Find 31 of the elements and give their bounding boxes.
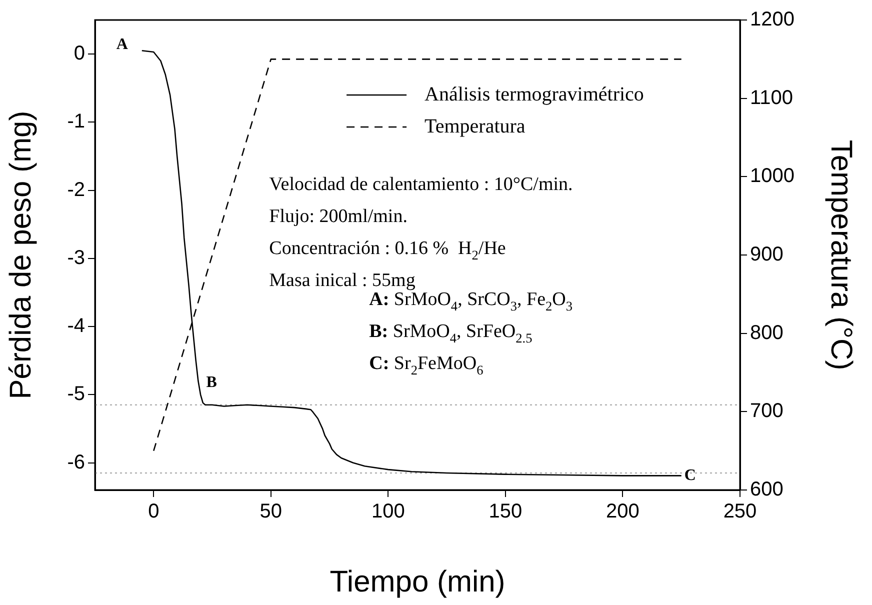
y2-tick-label: 700 — [750, 400, 784, 422]
y2-axis-title: Temperatura (°C) — [824, 140, 858, 370]
x-tick-label: 0 — [148, 500, 160, 523]
annotation: Velocidad de calentamiento : 10°C/min. — [269, 174, 573, 195]
legend-label: Temperatura — [424, 115, 526, 138]
y2-tick-label: 1200 — [750, 8, 794, 31]
y2-tick-label: 800 — [750, 322, 784, 344]
x-axis-title: Tiempo (min) — [330, 565, 506, 598]
x-tick-label: 50 — [260, 500, 282, 523]
y2-tick-label: 900 — [750, 244, 784, 266]
y-tick-label: -1 — [67, 110, 85, 133]
x-tick-label: 250 — [723, 500, 757, 523]
annotation: Masa inical : 55mg — [269, 270, 416, 291]
y-tick-label: -6 — [67, 451, 85, 474]
annotation: A — [116, 36, 128, 53]
legend-label: Análisis termogravimétrico — [424, 83, 644, 106]
y-tick-label: 0 — [74, 42, 85, 65]
annotation: C — [684, 466, 696, 484]
y-tick-label: -4 — [67, 315, 85, 338]
y-tick-label: -5 — [67, 383, 85, 406]
x-tick-label: 100 — [371, 500, 405, 523]
y2-tick-label: 600 — [750, 478, 784, 501]
y-axis-title: Pérdida de peso (mg) — [4, 110, 38, 400]
y-tick-label: -3 — [67, 246, 85, 269]
x-tick-label: 200 — [606, 500, 640, 523]
x-tick-label: 150 — [488, 500, 522, 523]
y2-tick-label: 1000 — [750, 165, 794, 188]
y-tick-label: -2 — [67, 178, 85, 201]
annotation: B — [206, 374, 218, 391]
y2-tick-label: 1100 — [750, 86, 794, 109]
annotation: Flujo: 200ml/min. — [269, 206, 408, 227]
